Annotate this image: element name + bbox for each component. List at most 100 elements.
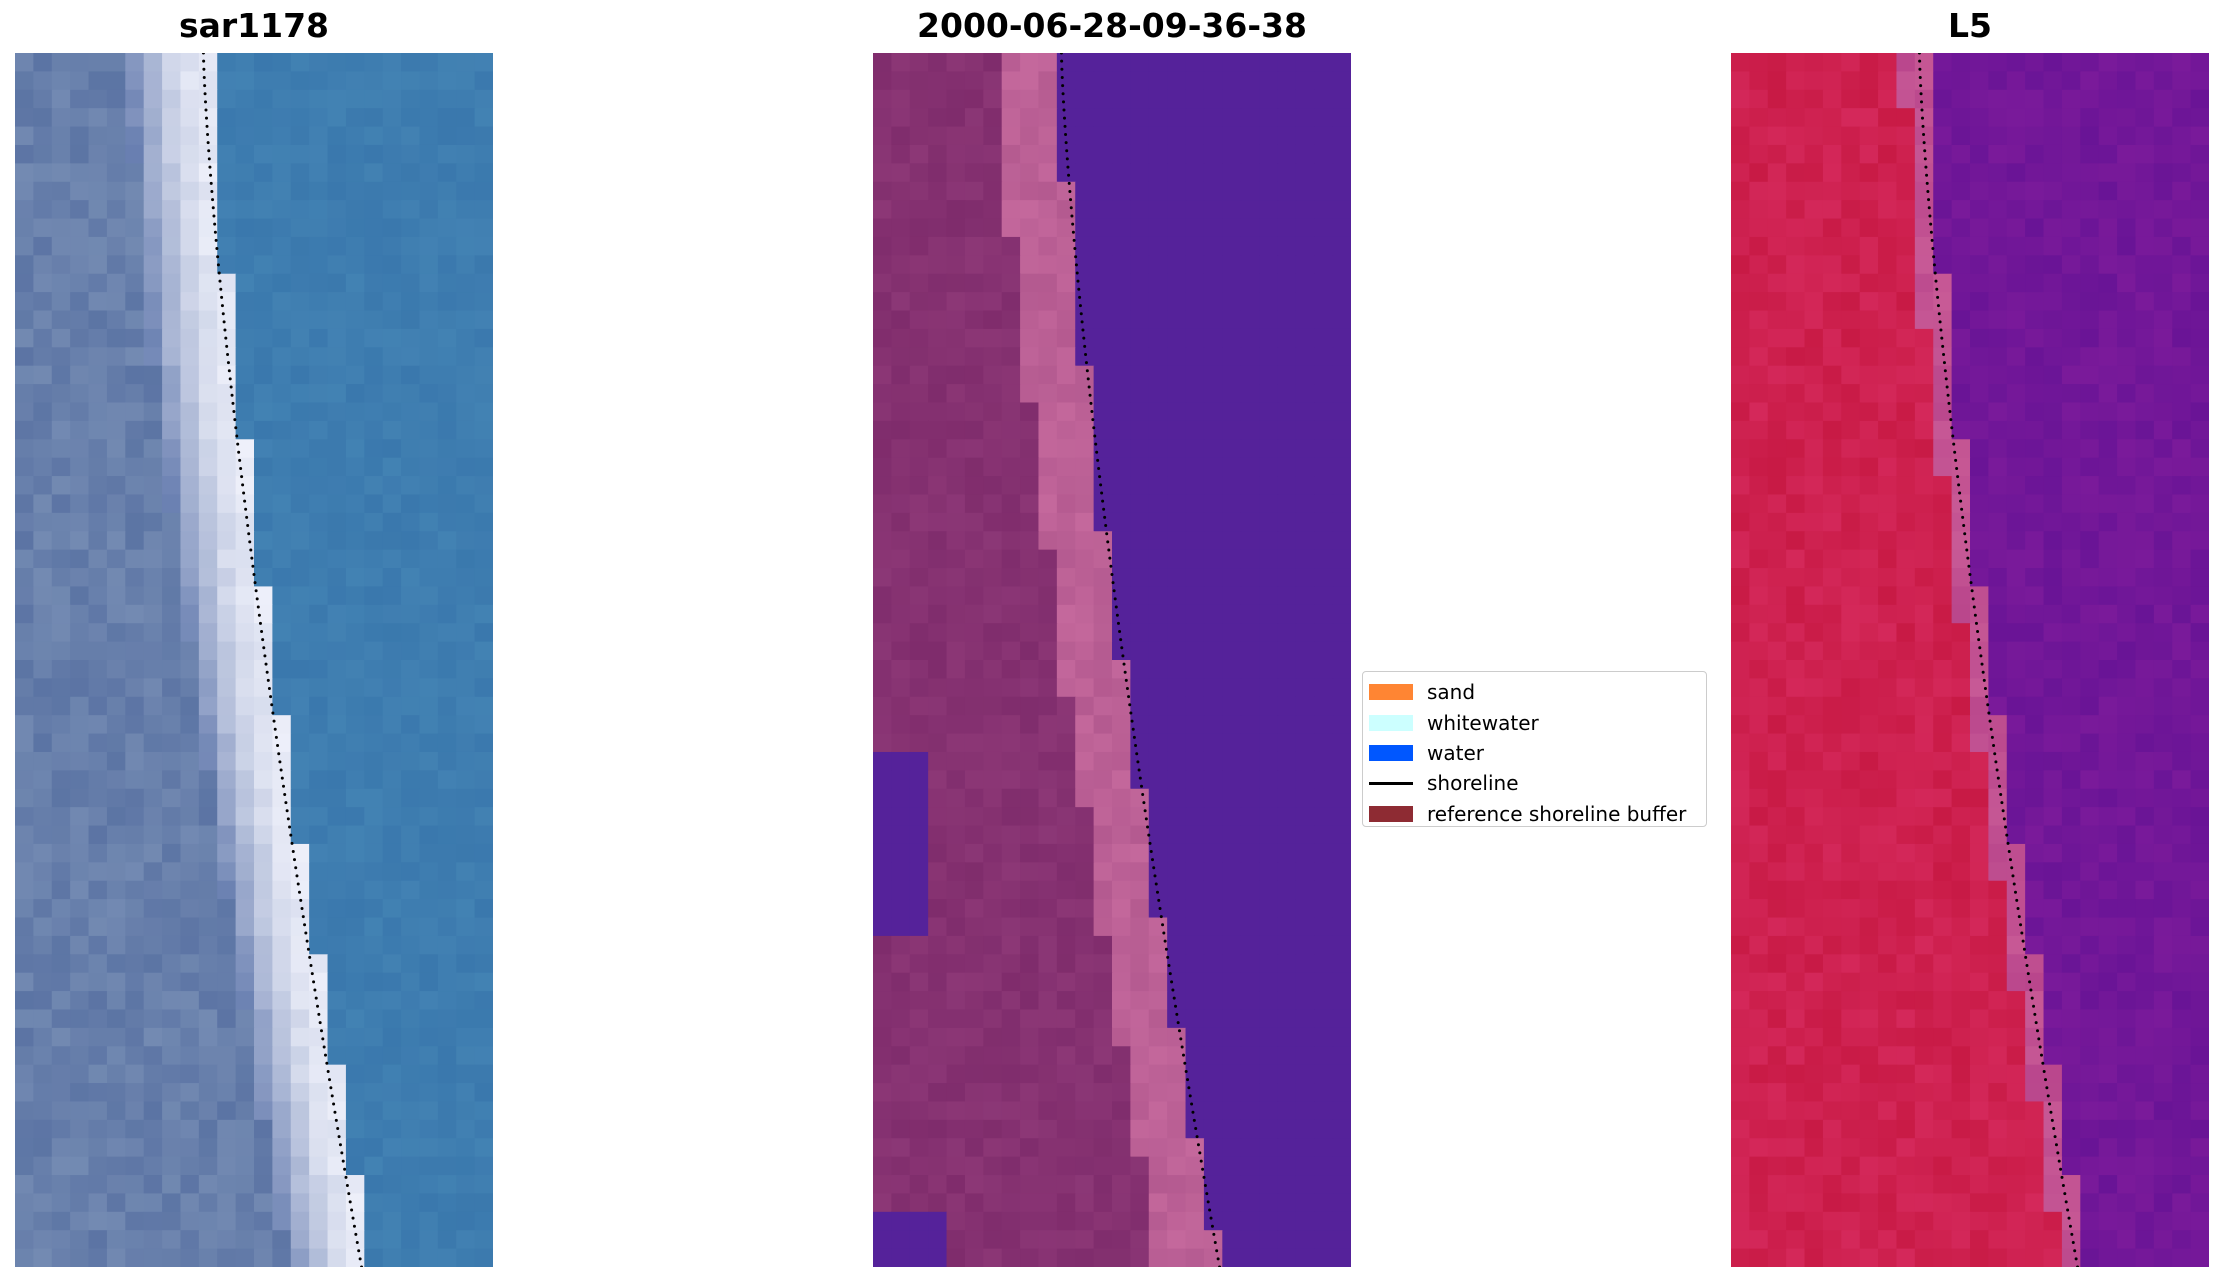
image-pixel — [70, 384, 90, 404]
image-pixel — [2190, 144, 2209, 164]
image-pixel — [873, 972, 892, 992]
image-pixel — [180, 917, 200, 937]
image-pixel — [1731, 53, 1750, 72]
image-pixel — [474, 843, 493, 863]
image-pixel — [1731, 163, 1750, 183]
image-pixel — [1841, 255, 1861, 275]
image-pixel — [235, 1211, 255, 1231]
image-pixel — [2043, 218, 2063, 238]
image-pixel — [983, 1064, 1003, 1084]
image-pixel — [1951, 200, 1971, 220]
image-pixel — [1277, 1046, 1297, 1066]
image-pixel — [309, 494, 329, 514]
image-pixel — [1038, 1064, 1058, 1084]
image-pixel — [15, 972, 34, 992]
image-pixel — [15, 1156, 34, 1176]
image-pixel — [162, 751, 182, 771]
image-pixel — [254, 347, 273, 367]
image-pixel — [1731, 144, 1750, 164]
image-pixel — [2025, 200, 2045, 220]
image-pixel — [162, 1119, 182, 1139]
image-pixel — [2043, 880, 2063, 900]
image-pixel — [272, 439, 292, 459]
image-pixel — [1038, 1211, 1058, 1231]
image-pixel — [254, 236, 273, 256]
image-pixel — [1988, 843, 2008, 863]
image-pixel — [1896, 531, 1916, 551]
image-pixel — [125, 420, 145, 440]
image-pixel — [254, 457, 273, 477]
image-pixel — [345, 218, 365, 238]
image-pixel — [964, 236, 984, 256]
image-pixel — [254, 715, 273, 735]
image-pixel — [2006, 770, 2026, 790]
image-pixel — [254, 733, 273, 753]
shoreline-point — [340, 1151, 344, 1155]
image-pixel — [1295, 623, 1315, 643]
image-pixel — [88, 751, 108, 771]
image-pixel — [1332, 972, 1351, 992]
image-pixel — [1112, 420, 1131, 440]
shoreline-point — [1131, 727, 1135, 731]
image-pixel — [1038, 292, 1058, 312]
image-pixel — [1804, 476, 1824, 496]
image-pixel — [2025, 292, 2045, 312]
image-pixel — [1295, 991, 1315, 1011]
image-pixel — [1203, 1083, 1223, 1103]
image-pixel — [290, 696, 310, 716]
image-pixel — [1896, 402, 1916, 422]
image-pixel — [873, 733, 892, 753]
image-pixel — [2153, 476, 2173, 496]
image-pixel — [1203, 935, 1223, 955]
shoreline-point — [296, 882, 300, 886]
image-pixel — [1332, 328, 1351, 348]
image-pixel — [891, 108, 911, 128]
image-pixel — [1240, 365, 1260, 385]
image-pixel — [88, 328, 108, 348]
image-pixel — [1001, 1009, 1021, 1029]
image-pixel — [1038, 1248, 1058, 1267]
image-pixel — [1951, 384, 1971, 404]
image-pixel — [1130, 568, 1150, 588]
image-pixel — [1056, 1193, 1076, 1213]
image-pixel — [1878, 733, 1898, 753]
image-pixel — [1786, 310, 1806, 330]
image-pixel — [1167, 365, 1187, 385]
image-pixel — [1878, 273, 1898, 293]
image-pixel — [2153, 531, 2173, 551]
image-pixel — [2135, 71, 2155, 91]
image-pixel — [1277, 935, 1297, 955]
image-pixel — [15, 1046, 34, 1066]
image-pixel — [382, 1248, 402, 1267]
image-pixel — [1731, 751, 1750, 771]
image-pixel — [2006, 89, 2026, 109]
image-pixel — [106, 954, 126, 974]
image-pixel — [1056, 1248, 1076, 1267]
image-pixel — [1859, 347, 1879, 367]
image-pixel — [51, 678, 71, 698]
image-pixel — [33, 1156, 53, 1176]
image-pixel — [290, 439, 310, 459]
image-pixel — [1914, 71, 1934, 91]
image-pixel — [983, 991, 1003, 1011]
image-pixel — [1731, 126, 1750, 146]
image-pixel — [873, 1119, 892, 1139]
image-pixel — [272, 292, 292, 312]
image-pixel — [1130, 71, 1150, 91]
image-pixel — [909, 494, 929, 514]
shoreline-point — [1084, 352, 1088, 356]
image-pixel — [290, 53, 310, 72]
image-pixel — [1786, 384, 1806, 404]
image-pixel — [2098, 549, 2118, 569]
image-pixel — [2190, 53, 2209, 72]
image-pixel — [290, 328, 310, 348]
image-pixel — [1277, 770, 1297, 790]
image-pixel — [474, 1083, 493, 1103]
image-pixel — [2043, 273, 2063, 293]
image-pixel — [143, 733, 163, 753]
image-pixel — [891, 1248, 911, 1267]
shoreline-point — [310, 972, 314, 976]
shoreline-point — [1064, 132, 1068, 136]
image-pixel — [1749, 420, 1769, 440]
image-pixel — [1804, 788, 1824, 808]
